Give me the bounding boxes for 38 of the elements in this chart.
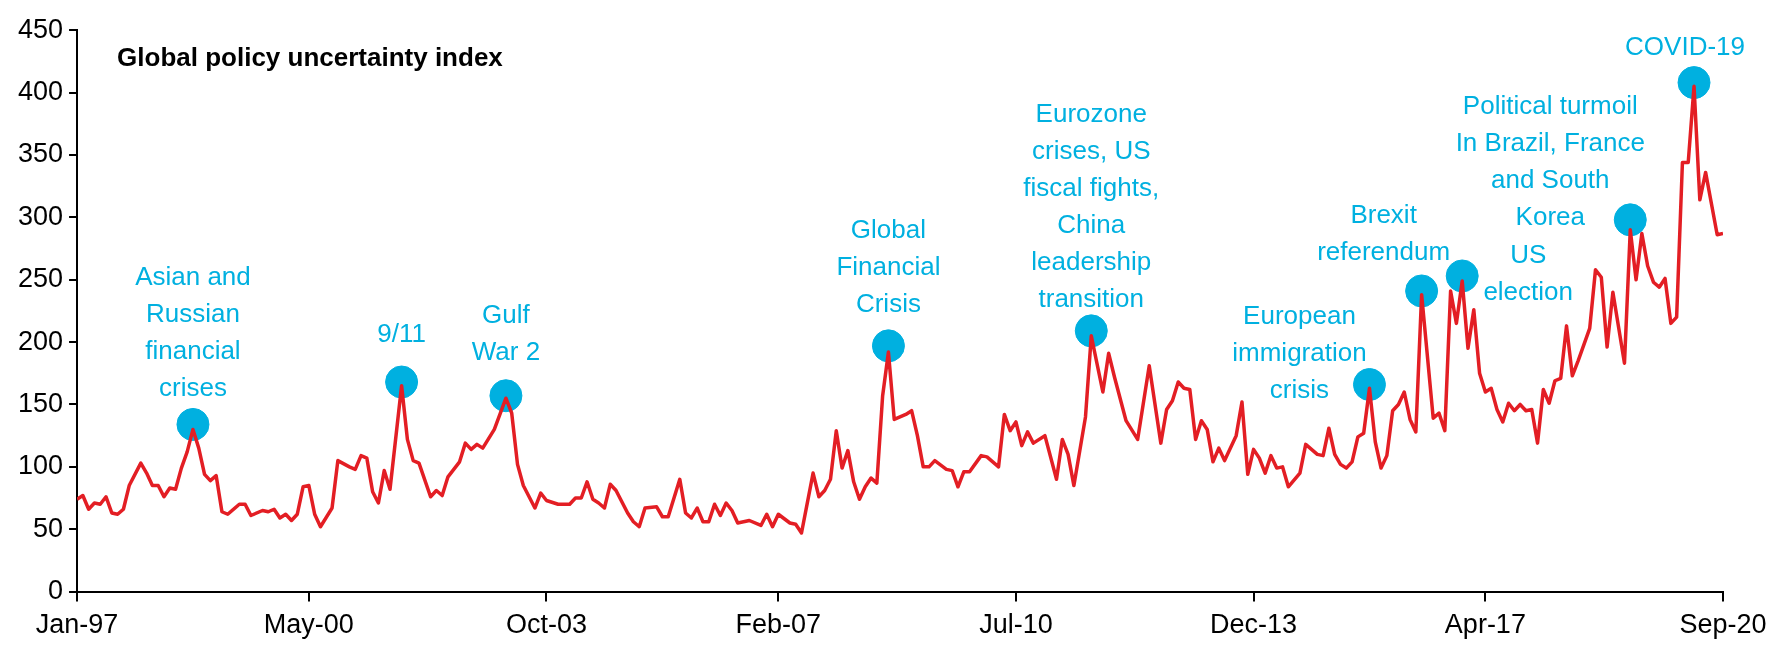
point bbox=[176, 407, 210, 441]
point bbox=[385, 365, 419, 399]
annotation: Gulf War 2 bbox=[471, 298, 541, 366]
y-tick-label: 100 bbox=[17, 450, 64, 481]
x-tick-label: Oct-03 bbox=[505, 609, 588, 640]
y-tick-label: 350 bbox=[17, 138, 64, 169]
y-tick-label: 450 bbox=[17, 13, 64, 44]
y-tick-label: 0 bbox=[48, 575, 64, 606]
y-tick-label: 250 bbox=[17, 263, 64, 294]
x-tick-label: Apr-17 bbox=[1444, 609, 1526, 640]
point bbox=[1677, 66, 1711, 100]
point bbox=[871, 329, 905, 363]
text: Global policy uncertainty index bbox=[117, 42, 504, 73]
annotation: Eurozone crises, US fiscal fights, China leadership transition bbox=[1023, 97, 1160, 313]
x-tick-label: Jul-10 bbox=[979, 609, 1053, 640]
point bbox=[1445, 259, 1479, 293]
y-tick-label: 300 bbox=[17, 200, 64, 231]
y-tick-label: 50 bbox=[33, 512, 64, 543]
annotation: 9/11 bbox=[377, 318, 426, 349]
annotation: Political turmoil In Brazil, France and South Korea bbox=[1455, 89, 1645, 231]
annotation: Asian and Russian financial crises bbox=[135, 261, 251, 403]
y-tick-label: 150 bbox=[17, 387, 64, 418]
x-tick-label: Jan-97 bbox=[35, 609, 119, 640]
x-tick-label: Feb-07 bbox=[735, 609, 822, 640]
annotation: European immigration crisis bbox=[1232, 299, 1367, 404]
annotation: COVID-19 bbox=[1625, 30, 1745, 61]
x-tick-label: May-00 bbox=[263, 609, 354, 640]
x-tick-label: Dec-13 bbox=[1210, 609, 1298, 640]
annotation: US election bbox=[1483, 238, 1574, 306]
y-tick-label: 400 bbox=[17, 76, 64, 107]
point bbox=[1352, 368, 1386, 402]
annotation: Brexit referendum bbox=[1317, 198, 1451, 266]
point bbox=[1613, 203, 1647, 237]
point bbox=[1074, 314, 1108, 348]
annotation: Global Financial Crisis bbox=[836, 213, 941, 318]
point bbox=[1405, 274, 1439, 308]
y-tick-label: 200 bbox=[17, 325, 64, 356]
x-tick-label: Sep-20 bbox=[1679, 609, 1767, 640]
